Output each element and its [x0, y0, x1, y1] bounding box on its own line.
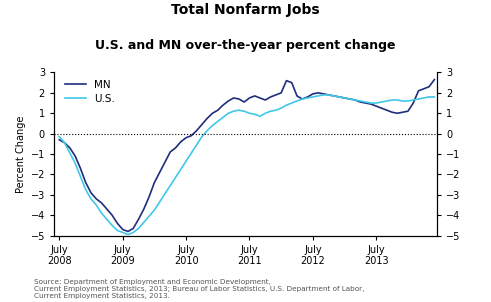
MN	[315, 91, 321, 95]
Y-axis label: Percent Change: Percent Change	[16, 115, 27, 193]
MN	[273, 93, 279, 97]
U.S.	[273, 108, 279, 112]
MN	[56, 138, 62, 142]
MN	[151, 181, 157, 184]
U.S.	[432, 95, 437, 99]
U.S.	[56, 135, 62, 139]
U.S.	[300, 97, 305, 101]
MN	[109, 213, 115, 217]
U.S.	[315, 94, 321, 98]
Text: Total Nonfarm Jobs: Total Nonfarm Jobs	[171, 3, 320, 17]
U.S.	[125, 233, 131, 236]
MN	[432, 78, 437, 82]
U.S.	[189, 151, 194, 155]
Legend: MN, U.S.: MN, U.S.	[63, 78, 117, 106]
MN	[300, 97, 305, 101]
U.S.	[410, 98, 416, 102]
Text: U.S. and MN over-the-year percent change: U.S. and MN over-the-year percent change	[95, 39, 396, 52]
Text: Source: Department of Employment and Economic Development,
Current Employment St: Source: Department of Employment and Eco…	[34, 279, 365, 299]
MN	[125, 230, 131, 233]
U.S.	[109, 223, 115, 227]
U.S.	[321, 93, 327, 97]
Line: U.S.: U.S.	[59, 95, 435, 235]
MN	[189, 134, 194, 137]
Line: MN: MN	[59, 80, 435, 231]
